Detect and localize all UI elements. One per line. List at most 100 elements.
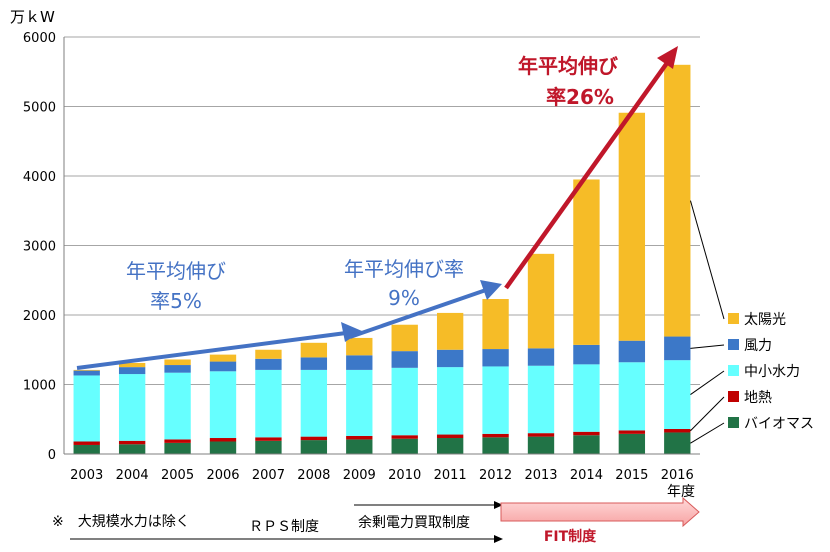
bar-segment-2-2004 [118, 374, 146, 441]
x-tick-label: 2010 [388, 468, 421, 483]
growth-arrow-9 [349, 288, 487, 339]
legend-label: 地熱 [744, 390, 772, 406]
bar-segment-4-2004 [118, 362, 146, 368]
bar-segment-2-2009 [346, 369, 373, 436]
bar-segment-2-2012 [482, 366, 509, 434]
y-unit-label: 万ｋW [10, 8, 55, 26]
legend-swatch [728, 339, 739, 350]
bar-segment-4-2013 [527, 253, 555, 349]
bar-segment-4-2012 [482, 299, 509, 350]
stacked-bars [73, 64, 691, 454]
bar-segment-3-2012 [482, 349, 509, 367]
rps-label: ＲＰＳ制度 [249, 519, 319, 535]
legend-leader-lines [689, 200, 725, 444]
y-tick-labels: 0 1000 2000 3000 4000 5000 6000 [23, 31, 56, 463]
bar-segment-2-2007 [255, 369, 282, 438]
bar-segment-1-2014 [573, 431, 600, 436]
bar-segment-3-2006 [209, 361, 237, 372]
bar-segment-3-2003 [73, 370, 100, 376]
bar-segment-1-2006 [209, 438, 237, 442]
legend-swatch [728, 365, 739, 376]
bar-segment-2-2003 [73, 375, 100, 442]
bar-segment-1-2003 [73, 441, 100, 445]
bar-segment-4-2005 [164, 359, 191, 366]
y-tick-label: 3000 [23, 240, 56, 255]
growth-arrows [76, 46, 678, 370]
bar-segment-4-2003 [73, 369, 100, 371]
bar-segment-2-2006 [209, 371, 237, 439]
legend-leader-line [690, 344, 725, 349]
fit-label: FIT制度 [544, 528, 597, 545]
legend-swatch [728, 417, 739, 428]
bar-segment-4-2015 [618, 112, 646, 341]
legend-leader-line [690, 422, 725, 444]
bar-segment-4-2006 [209, 354, 237, 362]
bar-segment-4-2011 [436, 312, 464, 350]
x-tick-label: 2013 [524, 468, 557, 483]
bar-segment-0-2008 [300, 440, 328, 454]
x-tick-label: 2007 [252, 468, 285, 483]
growth-arrow-26 [504, 61, 669, 290]
growth-annotation-26-line1: 年平均伸び [518, 54, 619, 78]
bar-segment-3-2010 [391, 351, 418, 368]
x-tick-labels: 2003 2004 2005 2006 2007 2008 2009 2010 2011 2012… [70, 468, 694, 483]
y-tick-label: 5000 [23, 101, 56, 116]
bar-segment-1-2004 [118, 440, 146, 445]
bar-segment-3-2013 [527, 348, 555, 366]
legend-leader-line [690, 396, 725, 432]
rps-arrowhead [494, 535, 503, 543]
bar-segment-0-2011 [436, 438, 464, 454]
bar-segment-3-2004 [118, 367, 146, 375]
bar-segment-0-2009 [346, 439, 373, 454]
growth-annotation-9-line1: 年平均伸び率 [344, 257, 464, 281]
x-tick-label: 2009 [343, 468, 376, 483]
bar-segment-1-2007 [255, 437, 282, 441]
growth-annotation-9-line2: 9% [388, 286, 420, 310]
bar-segment-1-2013 [527, 433, 555, 437]
x-tick-label: 2003 [70, 468, 103, 483]
legend-label: 太陽光 [744, 312, 786, 328]
growth-arrowhead-26 [657, 46, 678, 69]
bar-segment-2-2011 [436, 367, 464, 435]
y-tick-label: 1000 [23, 379, 56, 394]
x-axis-label: 年度 [667, 484, 695, 500]
bar-segment-4-2014 [573, 179, 600, 345]
bar-segment-3-2009 [346, 355, 373, 370]
bar-segment-2-2014 [573, 364, 600, 432]
y-tick-label: 4000 [23, 170, 56, 185]
bar-segment-0-2005 [164, 442, 191, 454]
x-tick-label: 2006 [206, 468, 239, 483]
growth-annotation-5-line1: 年平均伸び [126, 259, 226, 283]
y-tick-label: 2000 [23, 309, 56, 324]
x-tick-label: 2011 [434, 468, 467, 483]
legend-swatch [728, 391, 739, 402]
bar-segment-1-2011 [436, 434, 464, 439]
growth-arrowhead-5 [341, 322, 362, 342]
x-tick-label: 2014 [570, 468, 603, 483]
growth-annotation-26-line2: 率26% [546, 85, 614, 109]
bar-segment-1-2005 [164, 439, 191, 443]
bar-segment-3-2007 [255, 358, 282, 370]
growth-annotation-5-line2: 率5% [150, 289, 202, 313]
bar-segment-1-2015 [618, 430, 646, 434]
x-tick-label: 2012 [479, 468, 512, 483]
y-tick-label: 0 [48, 448, 56, 463]
axes [63, 37, 700, 455]
legend-label: 風力 [744, 338, 772, 354]
bar-segment-3-2011 [436, 349, 464, 368]
legend-label: 中小水力 [744, 364, 800, 380]
legend-label: バイオマス [744, 416, 814, 432]
growth-arrow-5 [76, 331, 347, 370]
y-tick-label: 6000 [23, 31, 56, 46]
bar-segment-1-2012 [482, 433, 509, 438]
bar-segment-4-2009 [346, 337, 373, 356]
bar-segment-4-2007 [255, 349, 282, 359]
bar-segment-1-2016 [664, 428, 691, 433]
bar-segment-0-2003 [73, 444, 100, 454]
bar-segment-0-2010 [391, 438, 418, 454]
x-tick-label: 2005 [161, 468, 194, 483]
note-large-hydro: ※ 大規模水力は除く [52, 514, 190, 530]
bar-segment-0-2004 [118, 444, 146, 454]
